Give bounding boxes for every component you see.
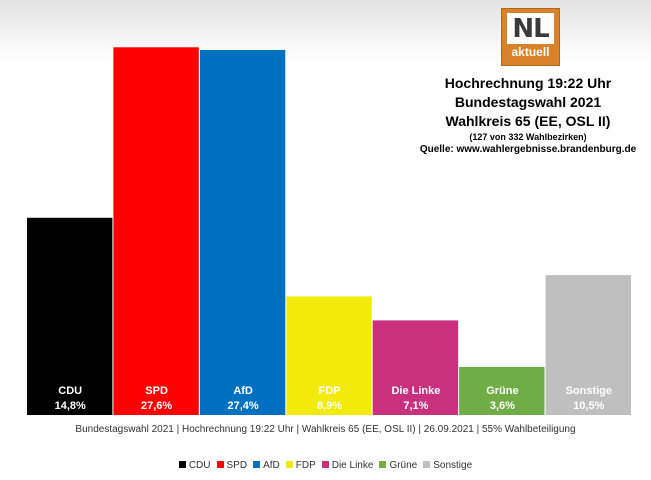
bar-cdu (27, 217, 113, 415)
footer-note: Bundestagswahl 2021 | Hochrechnung 19:22… (75, 424, 576, 435)
bar-category-label: Sonstige (566, 385, 612, 397)
legend-item: SPD (216, 460, 248, 471)
legend-swatch (379, 461, 387, 468)
bar-value-label: 7,1% (403, 400, 428, 412)
legend-label: Die Linke (331, 460, 374, 471)
logo-sub-text: aktuell (507, 44, 554, 61)
legend-swatch (216, 461, 224, 468)
bar-grüne (459, 367, 545, 415)
bar-value-label: 8,9% (317, 400, 342, 412)
bar-value-label: 27,4% (227, 400, 258, 412)
chart-subtitle-districts: (127 von 332 Wahlbezirken) (469, 132, 587, 142)
chart-title-block: Hochrechnung 19:22 Uhr Bundestagswahl 20… (408, 74, 648, 156)
legend-item: Grüne (379, 460, 417, 471)
bar-value-label: 10,5% (573, 400, 604, 412)
legend-swatch (178, 461, 186, 468)
legend-label: CDU (188, 460, 211, 471)
legend-item: AfD (253, 460, 280, 471)
bar-sonstige (545, 275, 631, 415)
bar-spd (113, 47, 199, 416)
bar-category-label: FDP (319, 385, 341, 397)
bar-category-label: Die Linke (391, 385, 440, 397)
legend-item: Die Linke (321, 460, 374, 471)
nl-aktuell-logo: NL aktuell (501, 8, 560, 66)
bar-fdp (286, 296, 372, 415)
chart-title-election: Bundestagswahl 2021 (454, 94, 602, 110)
legend-label: AfD (263, 460, 280, 471)
logo-inner: NL aktuell (507, 13, 554, 61)
legend-swatch (423, 461, 431, 468)
bar-afd (199, 50, 286, 415)
legend-item: CDU (178, 460, 211, 471)
bar-value-label: 3,6% (490, 400, 515, 412)
legend-swatch (321, 461, 329, 468)
bar-category-label: CDU (58, 385, 82, 397)
bar-value-label: 27,6% (141, 400, 172, 412)
chart-title-time: Hochrechnung 19:22 Uhr (444, 75, 612, 91)
legend-label: Grüne (389, 460, 418, 471)
logo-main-text: NL (512, 14, 549, 44)
bar-value-label: 14,8% (55, 400, 86, 412)
legend-swatch (253, 461, 261, 468)
legend-swatch (285, 461, 293, 468)
legend-label: Sonstige (433, 460, 473, 471)
bar-category-label: SPD (145, 385, 168, 397)
legend-label: FDP (295, 460, 316, 471)
bar-category-label: Grüne (486, 385, 518, 397)
legend-item: Sonstige (423, 460, 472, 471)
legend-label: SPD (226, 460, 248, 471)
chart-source: Quelle: www.wahlergebnisse.brandenburg.d… (419, 144, 637, 155)
chart-legend: CDU SPD AfD FDP Die Linke Grüne Sonstige (0, 460, 651, 471)
legend-item: FDP (285, 460, 316, 471)
bar-die-linke (372, 320, 459, 415)
chart-title-constituency: Wahlkreis 65 (EE, OSL II) (445, 113, 611, 129)
bar-category-label: AfD (233, 385, 253, 397)
